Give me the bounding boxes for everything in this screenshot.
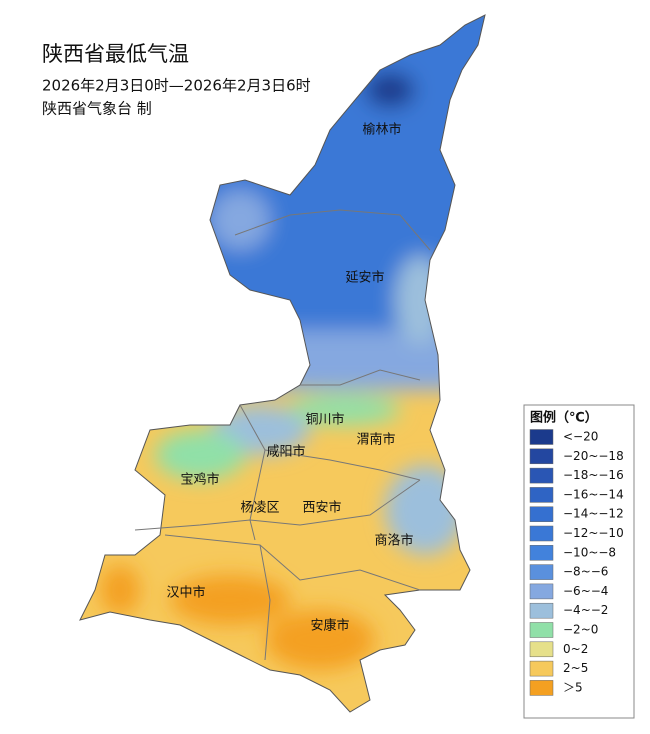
city-label: 汉中市: [166, 585, 205, 601]
legend-swatch: [529, 525, 554, 542]
legend-swatch: [529, 506, 554, 522]
producer: 陕西省气象台 制: [42, 100, 152, 118]
legend-label: ＞5: [563, 680, 583, 694]
legend-swatch: [529, 545, 554, 561]
city-label: 安康市: [310, 618, 349, 634]
city-label: 杨凌区: [240, 501, 279, 516]
legend-label: −2~0: [563, 623, 598, 637]
province-border: [79, 14, 486, 713]
legend-swatch: [529, 487, 554, 503]
city-label: 延安市: [345, 270, 384, 286]
city-label: 宝鸡市: [180, 472, 219, 488]
legend-swatch: [529, 641, 554, 658]
legend-label: −6~−4: [563, 584, 608, 598]
legend-swatch: [529, 583, 554, 600]
legend-swatch: [529, 564, 554, 580]
legend: <−20 −20~−18 −18~−16 −16~−14 −14~−12 −12~−10 −…: [529, 429, 624, 696]
legend-swatch: [529, 448, 554, 465]
subtitle: 2026年2月3日0时—2026年2月3日6时: [42, 77, 311, 95]
title: 陕西省最低气温: [42, 42, 189, 66]
city-label: 铜川市: [305, 412, 344, 428]
legend-label: −8~−6: [563, 565, 608, 579]
legend-label: <−20: [563, 430, 598, 444]
legend-label: −14~−12: [563, 507, 624, 521]
legend-label: −20~−18: [563, 449, 624, 463]
city-label: 榆林市: [362, 122, 401, 138]
city-label: 咸阳市: [266, 444, 305, 460]
legend-label: 0~2: [563, 642, 588, 656]
city-label: 西安市: [302, 500, 341, 516]
legend-swatch: [529, 429, 554, 445]
legend-swatch: [529, 660, 554, 677]
city-label: 商洛市: [374, 533, 413, 549]
legend-label: −10~−8: [563, 545, 616, 559]
legend-label: −12~−10: [563, 526, 624, 540]
legend-label: −18~−16: [563, 468, 624, 482]
legend-swatch: [529, 602, 554, 619]
legend-swatch: [529, 467, 554, 484]
legend-title: 图例（℃）: [530, 410, 598, 426]
city-label: 渭南市: [356, 432, 395, 448]
city-borders: [134, 209, 431, 661]
legend-label: 2~5: [563, 661, 588, 675]
legend-swatch: [529, 680, 554, 696]
legend-swatch: [529, 622, 554, 638]
legend-label: −16~−14: [563, 487, 624, 501]
legend-label: −4~−2: [563, 603, 608, 617]
